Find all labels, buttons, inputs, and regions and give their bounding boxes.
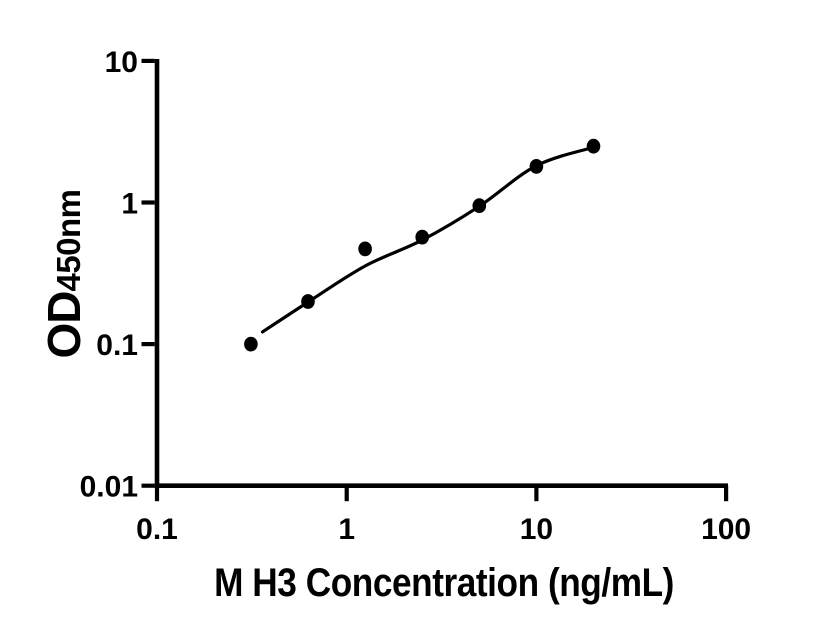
data-point-3 [358, 241, 372, 257]
x-tick-label-100: 100 [701, 513, 751, 546]
y-tick-label-0.01: 0.01 [80, 471, 138, 504]
data-point-4 [415, 229, 430, 245]
y-axis-title-main: OD [38, 291, 90, 359]
x-axis-title: M H3 Concentration (ng/mL) [214, 561, 674, 605]
y-axis-title-subscript: 450nm [50, 189, 87, 292]
data-point-7 [586, 138, 601, 154]
data-point-2 [301, 294, 315, 309]
y-axis-title: OD450nm [38, 189, 90, 359]
x-tick-label-0.1: 0.1 [136, 513, 178, 546]
x-tick-label-1: 1 [338, 513, 355, 546]
data-point-5 [472, 198, 487, 214]
y-tick-label-1: 1 [121, 188, 138, 221]
data-point-1 [244, 336, 258, 352]
data-point-6 [529, 159, 544, 174]
y-tick-label-10: 10 [105, 46, 138, 79]
y-tick-label-0.1: 0.1 [96, 329, 138, 362]
x-tick-label-10: 10 [520, 513, 553, 546]
